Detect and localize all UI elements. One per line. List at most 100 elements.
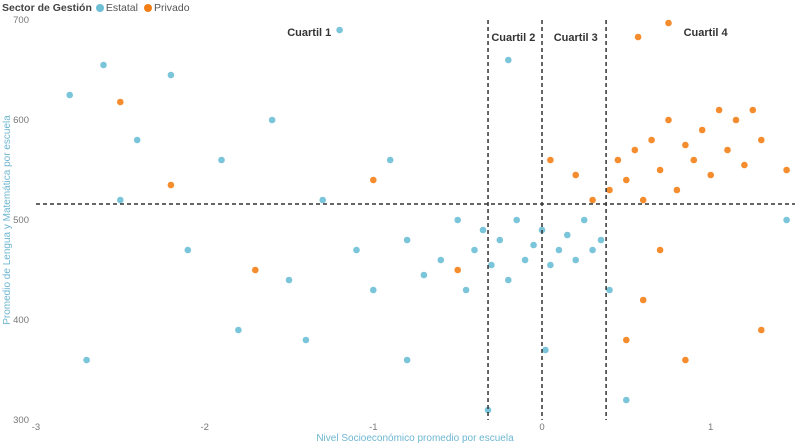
point-privado-23 (732, 116, 740, 124)
y-axis-label: Promedio de Lengua y Matemática por escu… (2, 115, 13, 325)
point-estatal-15 (403, 236, 411, 244)
point-estatal-16 (420, 271, 428, 279)
x-tick-label-3: 0 (539, 422, 544, 433)
x-tick-label-4: 1 (708, 422, 713, 433)
y-tick-label-2: 500 (13, 215, 29, 226)
legend-dot-estatal (95, 4, 104, 12)
point-privado-13 (648, 136, 655, 144)
quartile-label-2: Cuartil 2 (491, 32, 535, 44)
legend-item-privado[interactable]: Privado (143, 2, 190, 14)
legend-dot-privado (143, 4, 152, 12)
point-estatal-36 (606, 286, 613, 294)
point-estatal-0 (66, 91, 73, 99)
point-estatal-42 (302, 336, 310, 344)
point-privado-16 (673, 186, 681, 194)
point-estatal-3 (133, 136, 141, 144)
point-estatal-20 (471, 246, 478, 254)
quartile-label-1: Cuartil 1 (287, 27, 331, 39)
point-privado-27 (665, 19, 672, 27)
point-privado-29 (639, 296, 647, 304)
point-privado-30 (623, 336, 630, 344)
point-estatal-31 (564, 231, 571, 239)
point-estatal-5 (184, 246, 192, 254)
point-privado-4 (454, 266, 462, 274)
point-privado-25 (749, 106, 757, 114)
point-privado-9 (614, 156, 622, 164)
point-estatal-27 (530, 241, 537, 249)
point-privado-24 (741, 161, 748, 169)
point-privado-26 (758, 136, 765, 144)
point-estatal-4 (167, 71, 175, 79)
point-privado-18 (690, 156, 698, 164)
point-privado-34 (656, 246, 664, 254)
x-tick-label-2: -1 (369, 422, 377, 433)
point-privado-1 (167, 181, 175, 189)
point-estatal-30 (555, 246, 563, 254)
point-estatal-17 (437, 256, 445, 264)
point-estatal-9 (285, 276, 293, 284)
y-tick-label-1: 400 (13, 315, 29, 326)
point-estatal-14 (386, 156, 394, 164)
point-estatal-8 (268, 116, 276, 124)
point-privado-15 (665, 116, 672, 124)
legend-title: Sector de Gestión (2, 2, 92, 14)
point-estatal-2 (117, 196, 124, 204)
point-estatal-39 (505, 56, 512, 64)
point-estatal-21 (479, 226, 487, 234)
point-privado-3 (370, 176, 377, 184)
point-privado-17 (682, 141, 689, 149)
point-privado-0 (117, 98, 124, 106)
axis-ticks: -3 -2 -1 0 1 300 400 500 600 700 (13, 15, 713, 433)
point-estatal-24 (505, 276, 512, 284)
x-tick-label-1: -2 (200, 422, 208, 433)
point-privado-7 (589, 196, 596, 204)
point-estatal-37 (623, 396, 630, 404)
point-estatal-43 (403, 356, 411, 364)
legend: Sector de Gestión Estatal Privado (2, 1, 196, 15)
legend-label-privado: Privado (153, 2, 190, 14)
point-estatal-26 (521, 256, 529, 264)
point-privado-19 (698, 126, 706, 134)
point-estatal-34 (589, 246, 596, 254)
point-privado-31 (682, 356, 689, 364)
point-estatal-33 (580, 216, 588, 224)
point-estatal-38 (484, 406, 492, 414)
reference-lines (36, 20, 795, 420)
point-estatal-1 (100, 61, 107, 69)
point-estatal-6 (218, 156, 225, 164)
y-tick-label-0: 300 (13, 415, 29, 426)
point-privado-12 (639, 196, 647, 204)
point-estatal-11 (336, 26, 343, 34)
quartile-label-3: Cuartil 3 (554, 32, 598, 44)
point-privado-11 (631, 146, 639, 154)
point-privado-10 (623, 176, 630, 184)
x-tick-label-0: -3 (32, 422, 40, 433)
legend-item-estatal[interactable]: Estatal (95, 2, 138, 14)
point-estatal-41 (83, 356, 90, 364)
point-estatal-18 (454, 216, 462, 224)
point-estatal-32 (572, 256, 579, 264)
point-privado-8 (606, 186, 613, 194)
point-estatal-35 (597, 236, 605, 244)
point-privado-20 (707, 171, 714, 179)
point-privado-22 (724, 146, 731, 154)
y-tick-label-4: 700 (13, 15, 29, 26)
point-estatal-12 (353, 246, 360, 254)
point-estatal-23 (496, 236, 504, 244)
point-estatal-7 (235, 326, 242, 334)
point-privado-2 (252, 266, 259, 274)
point-estatal-44 (542, 346, 549, 354)
point-privado-14 (656, 166, 664, 174)
point-privado-32 (758, 326, 765, 334)
point-privado-28 (634, 33, 642, 41)
point-estatal-22 (488, 261, 495, 269)
point-estatal-40 (783, 216, 790, 224)
y-tick-label-3: 600 (13, 115, 29, 126)
point-privado-5 (547, 156, 554, 164)
point-estatal-29 (547, 261, 554, 269)
quartile-annotations: Cuartil 1 Cuartil 2 Cuartil 3 Cuartil 4 (287, 27, 728, 44)
x-axis-label: Nivel Socioeconómico promedio por escuel… (316, 433, 514, 443)
points-layer (66, 19, 790, 414)
point-estatal-10 (319, 196, 327, 204)
